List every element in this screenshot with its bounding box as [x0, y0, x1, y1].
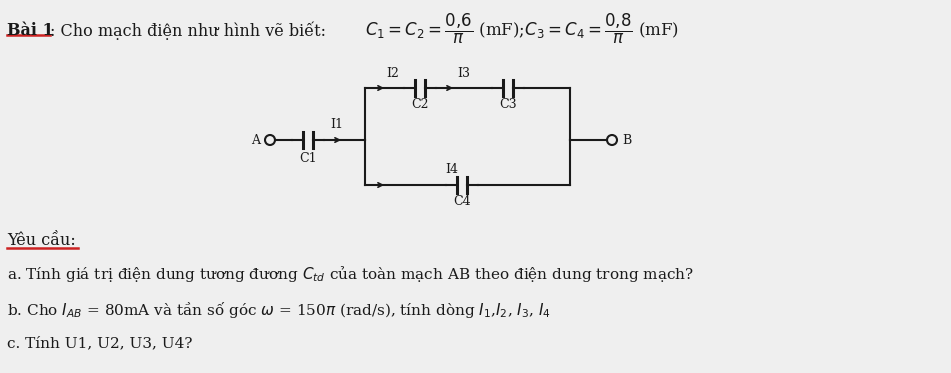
Text: C2: C2: [411, 98, 429, 111]
Text: a. Tính giá trị điện dung tương đương $C_{td}$ của toàn mạch AB theo điện dung t: a. Tính giá trị điện dung tương đương $C…: [7, 264, 694, 284]
Text: : Cho mạch điện như hình vẽ biết:: : Cho mạch điện như hình vẽ biết:: [50, 22, 326, 41]
Text: I2: I2: [386, 67, 399, 80]
Text: Yêu cầu:: Yêu cầu:: [7, 232, 76, 249]
Text: c. Tính U1, U2, U3, U4?: c. Tính U1, U2, U3, U4?: [7, 336, 192, 350]
Text: C4: C4: [454, 195, 471, 208]
Text: b. Cho $I_{AB}$ = 80mA và tần số góc $\omega$ = 150$\pi$ (rad/s), tính dòng $I_1: b. Cho $I_{AB}$ = 80mA và tần số góc $\o…: [7, 300, 551, 320]
Text: I4: I4: [445, 163, 458, 176]
Text: I1: I1: [330, 118, 343, 131]
Text: Bài 1: Bài 1: [7, 22, 54, 39]
Text: I3: I3: [457, 67, 471, 80]
Text: A: A: [251, 134, 260, 147]
Text: B: B: [622, 134, 631, 147]
Text: C1: C1: [300, 152, 317, 165]
Text: $C_1 = C_2 = \dfrac{0{,}6}{\pi}$ (mF);$C_3 = C_4 = \dfrac{0{,}8}{\pi}$ (mF): $C_1 = C_2 = \dfrac{0{,}6}{\pi}$ (mF);$C…: [365, 12, 679, 46]
Text: C3: C3: [499, 98, 516, 111]
